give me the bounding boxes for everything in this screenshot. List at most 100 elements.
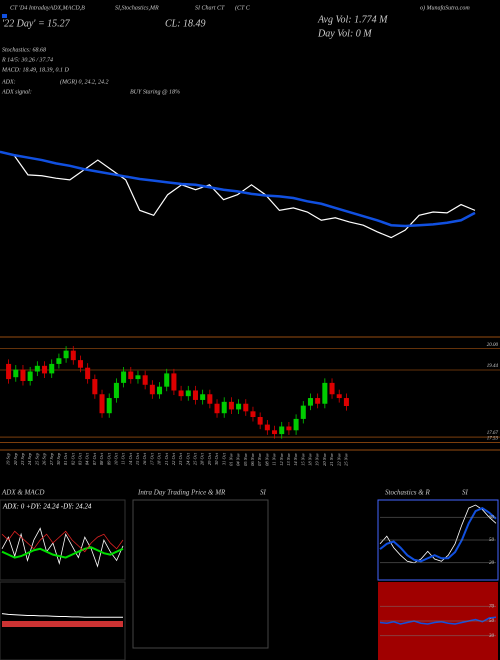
x-tick-label: 15 Nov: [300, 453, 305, 466]
y-tick-label: 17.53: [487, 437, 499, 442]
candle-body: [113, 382, 119, 399]
x-tick-label: 19 Nov: [315, 453, 320, 466]
candle-body: [286, 426, 292, 431]
x-tick-label: 18 Nov: [308, 453, 313, 466]
x-tick-label: 25 Sep: [34, 452, 39, 465]
panel-title: Stochastics & R: [385, 489, 430, 497]
series-line: [379, 504, 497, 564]
candle-body: [329, 382, 335, 395]
x-tick-label: 01 Nov: [228, 453, 233, 466]
x-tick-label: 14 Nov: [293, 453, 298, 466]
candle-body: [315, 398, 321, 404]
x-tick-label: 07 Nov: [257, 453, 262, 466]
candle-body: [34, 365, 40, 372]
candle-body: [77, 360, 83, 368]
macd-band: [2, 621, 123, 627]
x-tick-label: 17 Oct: [149, 452, 154, 465]
x-tick-label: 08 Oct: [99, 452, 104, 465]
x-tick-label: 07 Oct: [92, 452, 97, 465]
x-tick-label: 30 Oct: [214, 452, 219, 465]
header-text: BUY Staring @ 18%: [130, 89, 180, 95]
candle-body: [228, 401, 234, 410]
candle-body: [49, 363, 55, 374]
candle-body: [322, 382, 328, 404]
candle-body: [221, 401, 227, 414]
series-line: [0, 151, 476, 239]
candle-body: [20, 369, 26, 381]
candle-body: [99, 394, 105, 414]
candle-body: [264, 424, 270, 431]
candle-body: [279, 426, 285, 435]
candle-body: [106, 398, 112, 414]
y-tick-label: 50: [489, 538, 495, 543]
header-text: MACD: 18.49, 18.39, 0.1 D: [1, 66, 69, 73]
header-text: '22 Day' = 15.27: [2, 18, 71, 29]
header-text: Stochastics: 68.68: [2, 47, 46, 53]
candle-body: [142, 375, 148, 385]
y-tick-label: 20.00: [487, 343, 499, 348]
header-text: CT 'D4 IntradayADX,MACD,B: [10, 4, 85, 11]
header-text: SI,Stochastics,MR: [115, 5, 159, 11]
x-tick-label: 21 Oct: [164, 452, 169, 465]
candle-body: [293, 418, 299, 431]
series-line: [0, 150, 476, 228]
header-text: (CT C: [235, 4, 251, 11]
series-line: [1, 613, 123, 618]
y-tick-label: 80: [489, 515, 495, 520]
x-tick-label: 23 Oct: [178, 452, 183, 465]
panel-title: Intra Day Trading Price & MR: [137, 489, 226, 497]
candle-body: [157, 386, 163, 395]
y-tick-label: 19.44: [487, 364, 499, 369]
panel-title: ADX & MACD: [1, 489, 44, 497]
candle-body: [70, 350, 76, 361]
candle-body: [164, 373, 170, 387]
x-tick-label: 29 Oct: [207, 452, 212, 465]
panel-subtitle: ADX: 0 +DY: 24.24 -DY: 24.24: [2, 503, 92, 511]
header-text: Day Vol: 0 M: [317, 28, 372, 39]
x-tick-label: 27 Sep: [49, 452, 54, 465]
series-line: [1, 530, 124, 553]
x-tick-label: 02 Oct: [70, 452, 75, 465]
x-tick-label: 09 Oct: [106, 452, 111, 465]
x-tick-label: 24 Oct: [185, 452, 190, 465]
header-text: ADX:: [1, 79, 16, 85]
candle-body: [42, 365, 48, 374]
x-tick-label: 15 Oct: [135, 452, 140, 465]
header-text: SI Chart CT: [195, 5, 225, 11]
candle-body: [27, 371, 33, 381]
candle-body: [192, 390, 198, 400]
series-line: [379, 616, 497, 625]
candle-body: [307, 398, 313, 406]
candle-body: [171, 373, 177, 391]
x-tick-label: 14 Oct: [128, 452, 133, 465]
candle-body: [63, 350, 69, 359]
y-tick-label: 50: [489, 619, 495, 624]
candle-body: [56, 358, 62, 364]
x-tick-label: 19 Sep: [6, 452, 11, 465]
x-tick-label: 13 Nov: [286, 453, 291, 466]
x-tick-label: 05 Nov: [243, 453, 248, 466]
candle-body: [85, 367, 91, 380]
candle-body: [128, 371, 134, 380]
candle-body: [257, 417, 263, 425]
x-tick-label: 04 Nov: [236, 453, 241, 466]
x-tick-label: 22 Oct: [171, 452, 176, 465]
y-tick-label: 30: [489, 634, 495, 639]
header-text: o) MunafaSutra.com: [420, 4, 470, 11]
x-tick-label: 16 Oct: [142, 452, 147, 465]
candle-body: [185, 390, 191, 397]
y-tick-label: 70: [489, 604, 495, 609]
legend-box: [2, 14, 7, 18]
x-tick-label: 23 Sep: [20, 452, 25, 465]
candle-body: [200, 394, 206, 400]
x-tick-label: 11 Nov: [272, 453, 277, 466]
y-tick-label: 17.67: [487, 431, 499, 436]
x-tick-label: 01 Oct: [63, 452, 68, 465]
x-tick-label: 04 Oct: [85, 452, 90, 465]
candle-body: [207, 394, 213, 404]
x-tick-label: 31 Oct: [221, 452, 226, 465]
x-tick-label: 30 Sep: [56, 452, 61, 465]
header-text: (MGR) 0, 24.2, 24.2: [60, 78, 109, 85]
x-tick-label: 03 Oct: [78, 452, 83, 465]
